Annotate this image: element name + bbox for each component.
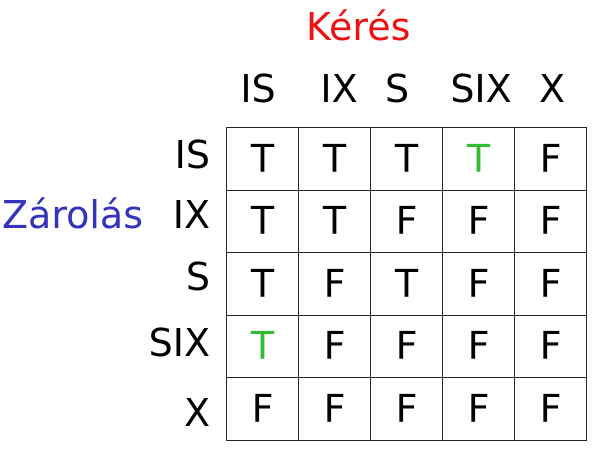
matrix-cell: F (298, 314, 371, 378)
compatibility-matrix: T T T T F T T F F F T F T F F T F F F F … (226, 127, 587, 441)
matrix-cell: F (370, 189, 443, 253)
column-header-is: IS (240, 67, 276, 111)
row-header-x: X (183, 391, 210, 435)
matrix-cell: F (442, 189, 515, 253)
column-header-six: SIX (450, 67, 512, 111)
matrix-cell: T (226, 189, 299, 253)
matrix-cell: F (370, 314, 443, 378)
matrix-row-ix: T T F F F (226, 189, 587, 253)
column-header-x: X (538, 67, 566, 111)
matrix-cell: T (226, 252, 299, 316)
matrix-cell: F (370, 377, 443, 441)
matrix-cell: F (442, 252, 515, 316)
matrix-cell: T (226, 127, 299, 191)
matrix-cell: T (442, 127, 515, 191)
row-header-ix: IX (172, 193, 210, 237)
matrix-row-x: F F F F F (226, 377, 587, 441)
column-header-ix: IX (320, 67, 358, 111)
matrix-cell: F (514, 314, 587, 378)
request-title: Kérés (306, 5, 411, 49)
lock-title: Zárolás (2, 193, 143, 237)
matrix-cell: T (298, 127, 371, 191)
matrix-cell: F (514, 252, 587, 316)
matrix-cell: T (370, 252, 443, 316)
matrix-cell: T (226, 314, 299, 378)
row-header-is: IS (174, 133, 210, 177)
column-header-s: S (384, 67, 410, 111)
row-header-six: SIX (148, 321, 210, 365)
matrix-cell: F (298, 377, 371, 441)
row-header-s: S (185, 255, 210, 299)
matrix-row-s: T F T F F (226, 252, 587, 316)
matrix-cell: F (514, 377, 587, 441)
matrix-row-is: T T T T F (226, 127, 587, 191)
matrix-cell: F (442, 314, 515, 378)
matrix-cell: F (226, 377, 299, 441)
matrix-cell: F (442, 377, 515, 441)
matrix-cell: F (514, 189, 587, 253)
matrix-cell: F (514, 127, 587, 191)
matrix-cell: T (370, 127, 443, 191)
matrix-row-six: T F F F F (226, 314, 587, 378)
matrix-cell: T (298, 189, 371, 253)
matrix-cell: F (298, 252, 371, 316)
